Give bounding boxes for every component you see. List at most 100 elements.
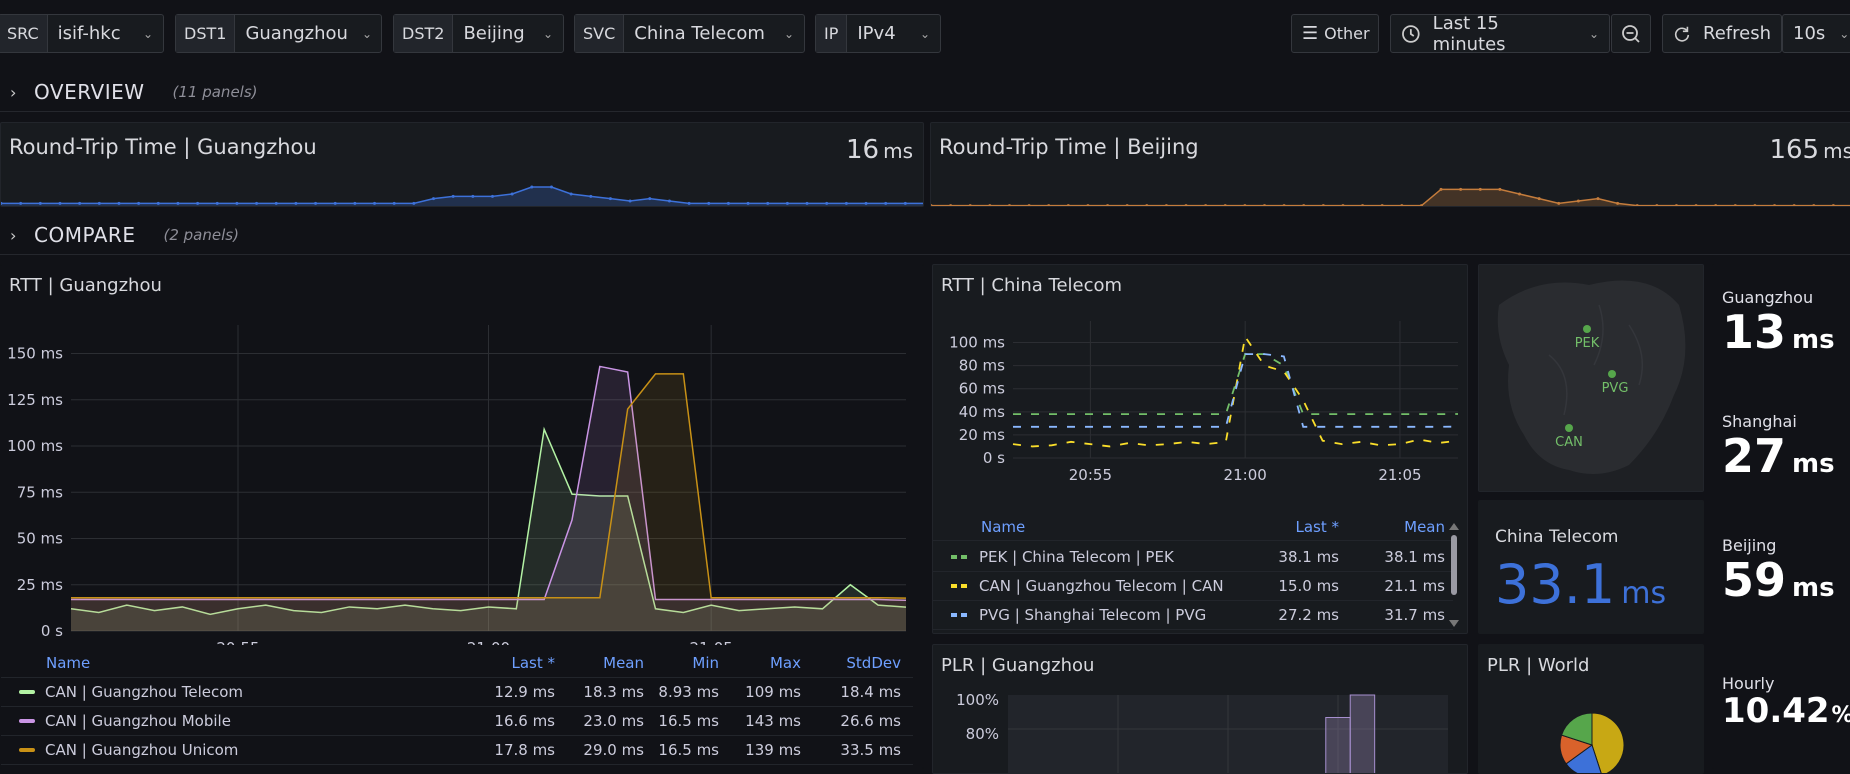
plr-guangzhou-chart[interactable]: 100% 80% bbox=[933, 685, 1468, 774]
panel-title: PLR | Guangzhou bbox=[941, 655, 1094, 676]
chevron-down-icon: ⌄ bbox=[362, 27, 372, 41]
sparkline-point bbox=[1557, 202, 1560, 205]
legend-row[interactable]: CAN | Guangzhou Telecom | CAN 15.0 ms 21… bbox=[933, 572, 1453, 601]
legend-last: 12.9 ms bbox=[494, 683, 555, 701]
panel-geomap[interactable]: PEK PVG CAN bbox=[1478, 264, 1704, 492]
sparkline-point bbox=[1361, 204, 1364, 207]
time-range-picker[interactable]: Last 15 minutes ⌄ bbox=[1390, 14, 1610, 53]
legend-row[interactable]: PVG | Shanghai Telecom | PVG 27.2 ms 31.… bbox=[933, 601, 1453, 630]
y-tick-label: 40 ms bbox=[959, 403, 1005, 421]
legend-row[interactable]: CAN | Guangzhou Mobile 16.6 ms 23.0 ms 1… bbox=[1, 707, 913, 736]
legend-header-mean[interactable]: Mean bbox=[603, 654, 644, 672]
sparkline-point bbox=[491, 195, 494, 198]
var-dst2[interactable]: DST2 Beijing ⌄ bbox=[393, 14, 564, 53]
legend-header: Name Last * Mean Min Max StdDev bbox=[1, 649, 913, 678]
sparkline-point bbox=[196, 202, 199, 205]
panel-plr-world[interactable]: PLR | World bbox=[1478, 644, 1704, 774]
dashboard-toolbar: SRC isif-hkc⌄ DST1 Guangzhou⌄ DST2 Beiji… bbox=[0, 0, 1850, 68]
var-ip[interactable]: IP IPv4⌄ bbox=[815, 14, 941, 53]
sparkline-point bbox=[825, 202, 828, 205]
legend-stddev: 33.5 ms bbox=[840, 741, 901, 759]
stat-hourly[interactable]: Hourly 10.42% bbox=[1722, 674, 1850, 730]
legend-last: 16.6 ms bbox=[494, 712, 555, 730]
sparkline-point bbox=[1616, 202, 1619, 205]
legend-max: 139 ms bbox=[745, 741, 801, 759]
sparkline-point bbox=[924, 202, 925, 205]
sparkline-point bbox=[255, 202, 258, 205]
var-dst2-value: Beijing bbox=[463, 23, 524, 44]
legend-header-last[interactable]: Last * bbox=[511, 654, 555, 672]
row-panel-count: (11 panels) bbox=[173, 83, 258, 101]
row-panel-count: (2 panels) bbox=[163, 226, 238, 244]
y-tick-label: 80 ms bbox=[959, 357, 1005, 375]
y-tick-label: 25 ms bbox=[17, 576, 63, 594]
zoom-out-button[interactable] bbox=[1611, 14, 1651, 53]
refresh-button[interactable]: Refresh bbox=[1662, 14, 1782, 53]
scroll-thumb[interactable] bbox=[1451, 535, 1457, 595]
sparkline-point bbox=[235, 202, 238, 205]
legend-row[interactable]: CAN | Guangzhou Unicom 17.8 ms 29.0 ms 1… bbox=[1, 736, 913, 765]
var-dst2-label: DST2 bbox=[394, 15, 453, 52]
legend-mean: 38.1 ms bbox=[1384, 548, 1445, 566]
legend-header-last[interactable]: Last * bbox=[1295, 518, 1339, 536]
sparkline-point bbox=[137, 202, 140, 205]
sparkline-point bbox=[1498, 188, 1501, 191]
legend-header-name[interactable]: Name bbox=[46, 654, 90, 672]
legend-row[interactable]: CAN | Guangzhou Telecom 12.9 ms 18.3 ms … bbox=[1, 678, 913, 707]
refresh-interval-picker[interactable]: 10s ⌄ bbox=[1782, 14, 1850, 53]
plr-world-pie-chart[interactable] bbox=[1479, 645, 1704, 774]
legend-table: Name Last * Mean Min Max StdDev CAN | Gu… bbox=[1, 649, 913, 769]
sparkline-point bbox=[334, 202, 337, 205]
scroll-down-icon bbox=[1449, 620, 1459, 627]
panel-title: RTT | Guangzhou bbox=[9, 275, 162, 296]
var-src[interactable]: SRC isif-hkc⌄ bbox=[0, 14, 164, 53]
stat-number: 165 bbox=[1769, 135, 1819, 165]
chevron-right-icon: › bbox=[10, 226, 24, 245]
chevron-down-icon: ⌄ bbox=[920, 27, 930, 41]
chevron-down-icon: ⌄ bbox=[143, 27, 153, 41]
legend-header-name[interactable]: Name bbox=[981, 518, 1025, 536]
sparkline-point bbox=[1832, 204, 1835, 207]
stat-number: 27 bbox=[1722, 429, 1786, 483]
series-swatch bbox=[951, 584, 969, 588]
refresh-interval-label: 10s bbox=[1793, 23, 1825, 44]
y-tick-label: 60 ms bbox=[959, 380, 1005, 398]
stat-unit: ms bbox=[1792, 449, 1835, 479]
map-canvas[interactable]: PEK PVG CAN bbox=[1479, 265, 1704, 492]
legend-header-stddev[interactable]: StdDev bbox=[846, 654, 901, 672]
sparkline-point bbox=[1675, 204, 1678, 207]
legend-scrollbar[interactable] bbox=[1449, 523, 1459, 627]
panel-rtt-beijing-overview[interactable]: Round-Trip Time | Beijing 165ms bbox=[930, 122, 1850, 207]
legend-header-min[interactable]: Min bbox=[692, 654, 719, 672]
legend-header-max[interactable]: Max bbox=[770, 654, 801, 672]
other-menu-button[interactable]: ☰ Other bbox=[1291, 14, 1379, 53]
row-compare[interactable]: › COMPARE (2 panels) bbox=[0, 220, 1850, 250]
row-divider bbox=[0, 111, 1850, 112]
sparkline-point bbox=[452, 195, 455, 198]
var-dst1[interactable]: DST1 Guangzhou⌄ bbox=[175, 14, 382, 53]
y-tick-label: 125 ms bbox=[7, 391, 63, 409]
sparkline-point bbox=[1263, 204, 1266, 207]
series-line bbox=[1013, 354, 1458, 414]
panel-plr-guangzhou[interactable]: PLR | Guangzhou 100% 80% bbox=[932, 644, 1468, 774]
y-tick-label: 20 ms bbox=[959, 426, 1005, 444]
var-svc[interactable]: SVC China Telecom⌄ bbox=[574, 14, 805, 53]
sparkline-point bbox=[766, 202, 769, 205]
legend-min: 16.5 ms bbox=[658, 741, 719, 759]
legend-row[interactable]: PEK | China Telecom | PEK 38.1 ms 38.1 m… bbox=[933, 543, 1453, 572]
sparkline-point bbox=[1008, 204, 1011, 207]
row-overview[interactable]: › OVERVIEW (11 panels) bbox=[0, 77, 1850, 107]
legend-header-mean[interactable]: Mean bbox=[1404, 518, 1445, 536]
x-tick-label: 20:55 bbox=[216, 639, 259, 645]
chevron-down-icon: ⌄ bbox=[543, 27, 553, 41]
